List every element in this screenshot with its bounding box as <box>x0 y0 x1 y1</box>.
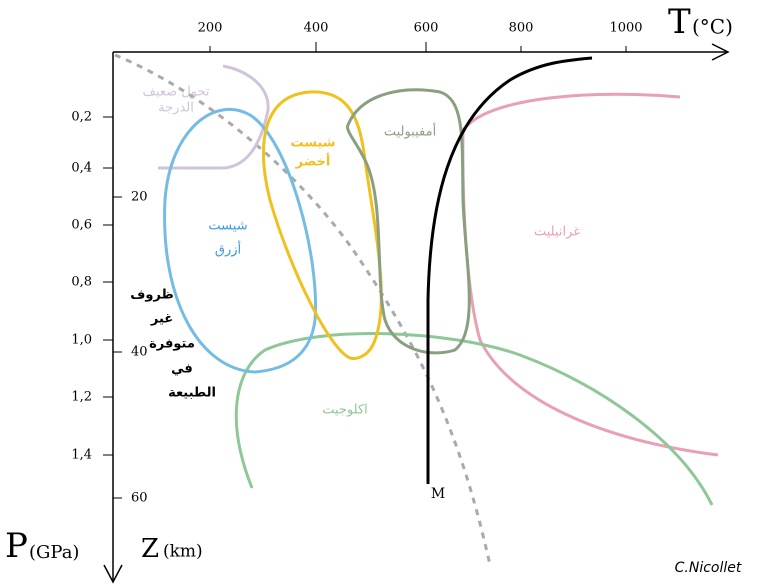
blueschist-label: شيست <box>208 219 247 234</box>
amphibolite-label: أمفيبوليت <box>384 123 436 140</box>
granulite-boundary <box>461 92 719 457</box>
t-arrow <box>711 43 730 61</box>
unavailable-label: متوفرة <box>149 337 195 352</box>
eclogite-boundary <box>234 332 714 506</box>
eclogite-label: اكلوجيت <box>322 403 368 418</box>
unavailable-label: في <box>171 362 193 377</box>
p-arrow <box>103 564 123 584</box>
unavailable-label: ظروف <box>130 288 174 303</box>
low-grade-boundary <box>158 64 270 170</box>
greenschist-field <box>262 90 383 360</box>
unavailable-label: الطبيعة <box>168 386 216 401</box>
blueschist-label: أزرق <box>215 241 241 258</box>
z-label: Z <box>141 534 159 564</box>
p-tick-label: 1,4 <box>71 448 92 463</box>
low-grade-label: تحول ضعيف <box>143 85 210 100</box>
unavailable-label: غير <box>150 312 173 327</box>
p-label: P <box>5 526 28 566</box>
p-tick-label: 0,2 <box>71 110 92 125</box>
greenschist-label: شيست <box>290 136 335 151</box>
granulite-label: غرانيليت <box>534 225 580 240</box>
z-tick-label: 60 <box>131 491 148 506</box>
p-tick-label: 1,0 <box>71 333 92 348</box>
p-unit: (GPa) <box>29 542 79 563</box>
t-tick-label: 400 <box>304 21 329 36</box>
p-tick-label: 0,8 <box>71 275 92 290</box>
t-label: T <box>668 2 691 42</box>
p-tick-label: 0,6 <box>71 218 92 233</box>
t-tick-label: 200 <box>198 21 223 36</box>
t-tick-label: 800 <box>509 21 534 36</box>
t-tick-label: 1000 <box>609 21 642 36</box>
low-grade-label: الدرجة <box>158 101 194 116</box>
p-ticks: 0,2 0,4 0,6 0,8 1,0 1,2 1,4 <box>71 110 113 463</box>
z-ticks: 20 40 60 <box>113 190 148 506</box>
credit: C.Nicollet <box>675 560 742 576</box>
greenschist-label: أخضر <box>295 153 331 170</box>
blueschist-field <box>163 108 318 374</box>
curve-m-label: M <box>431 486 445 502</box>
p-tick-label: 0,4 <box>71 161 92 176</box>
t-ticks: 200 400 600 800 1000 <box>198 21 643 52</box>
t-unit: (°C) <box>692 15 733 39</box>
z-tick-label: 40 <box>131 345 148 360</box>
p-tick-label: 1,2 <box>71 390 92 405</box>
amphibolite-field <box>345 88 471 355</box>
z-unit: (km) <box>163 542 203 562</box>
curve-m <box>426 56 593 484</box>
z-tick-label: 20 <box>131 190 148 205</box>
t-tick-label: 600 <box>414 21 439 36</box>
